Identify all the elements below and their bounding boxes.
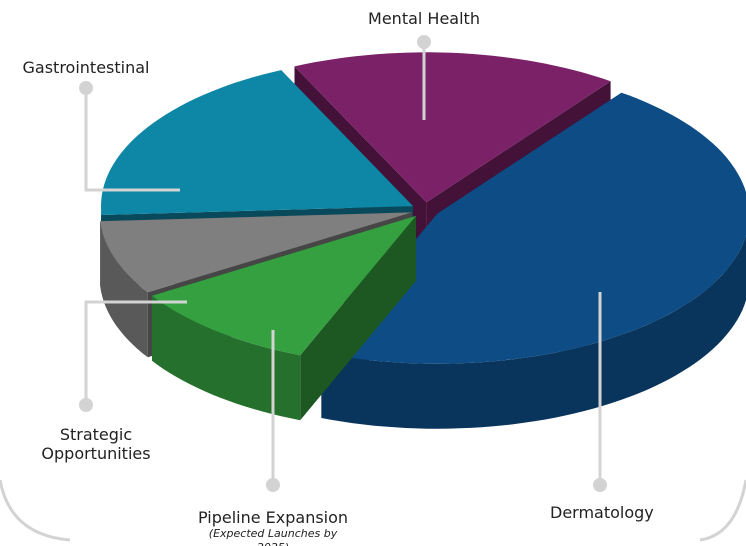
slice-wall	[321, 235, 746, 429]
leader-dot	[79, 398, 93, 412]
slice	[152, 215, 416, 356]
slice	[100, 212, 412, 293]
slice-wall	[152, 295, 301, 421]
leader-line	[84, 300, 187, 405]
pie	[100, 52, 746, 429]
slice-wall	[100, 221, 148, 358]
leader-dot	[79, 81, 93, 95]
leader-dot	[593, 478, 607, 492]
leader-dot	[417, 35, 431, 49]
frame-arc	[699, 479, 746, 542]
slice-label: Strategic Opportunities	[41, 425, 151, 463]
slice-label: Dermatology	[550, 503, 654, 522]
slice-label: Mental Health	[368, 9, 480, 28]
leader-lines	[0, 42, 746, 542]
slice-label: Pipeline Expansion (Expected Launches by …	[193, 508, 353, 546]
slice-label: Gastrointestinal	[22, 58, 150, 77]
leader-dot	[266, 478, 280, 492]
leader-line	[84, 88, 180, 192]
label-note: (Expected Launches by 2025)	[208, 527, 338, 546]
slice	[321, 92, 746, 364]
frame-arc	[0, 479, 71, 542]
leader-dots	[79, 35, 607, 492]
slice	[294, 52, 611, 203]
label-text: Pipeline Expansion	[197, 508, 349, 527]
slice	[101, 70, 413, 215]
